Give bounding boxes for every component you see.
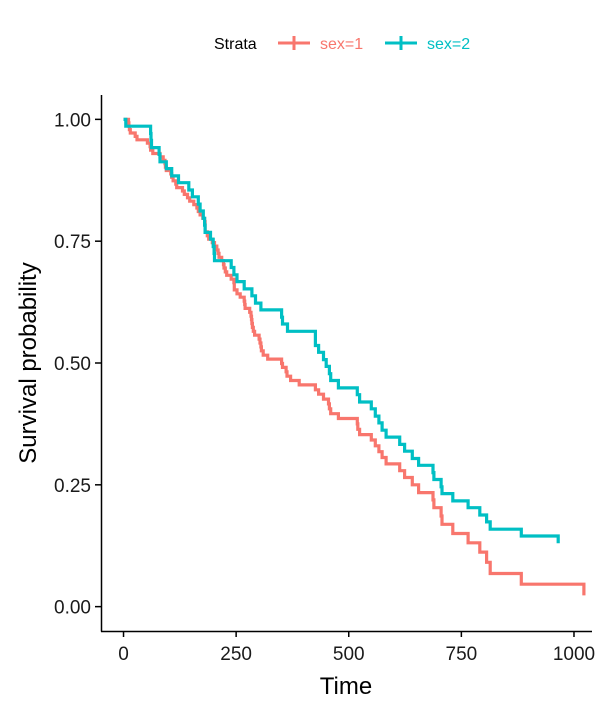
x-axis-title: Time [320,673,372,700]
legend-item-sex-2: sex=2 [385,36,470,53]
series-layer [123,117,586,596]
x-tick-label: 0 [118,644,129,665]
y-tick-label: 0.25 [54,476,91,497]
x-tick-label: 500 [333,644,365,665]
x-tick-label: 750 [446,644,478,665]
ticks: 0 250 500 750 1000 0.00 0.25 0.50 0.75 1.00 [54,110,595,665]
x-tick-label: 1000 [553,644,595,665]
y-tick-label: 0.75 [54,232,91,253]
y-axis-title: Survival probability [15,262,42,463]
legend-item-sex-1: sex=1 [278,36,363,53]
axes: 0 250 500 750 1000 0.00 0.25 0.50 0.75 1.00 [54,95,595,665]
legend-label-sex-1: sex=1 [320,36,363,53]
y-tick-label: 1.00 [54,110,91,131]
survival-curve-sex-2 [123,117,560,544]
legend-label-sex-2: sex=2 [427,36,470,53]
legend: Strata sex=1 sex=2 [214,36,470,53]
y-tick-label: 0.00 [54,598,91,619]
legend-title: Strata [214,36,257,53]
x-tick-label: 250 [220,644,252,665]
y-tick-label: 0.50 [54,354,91,375]
